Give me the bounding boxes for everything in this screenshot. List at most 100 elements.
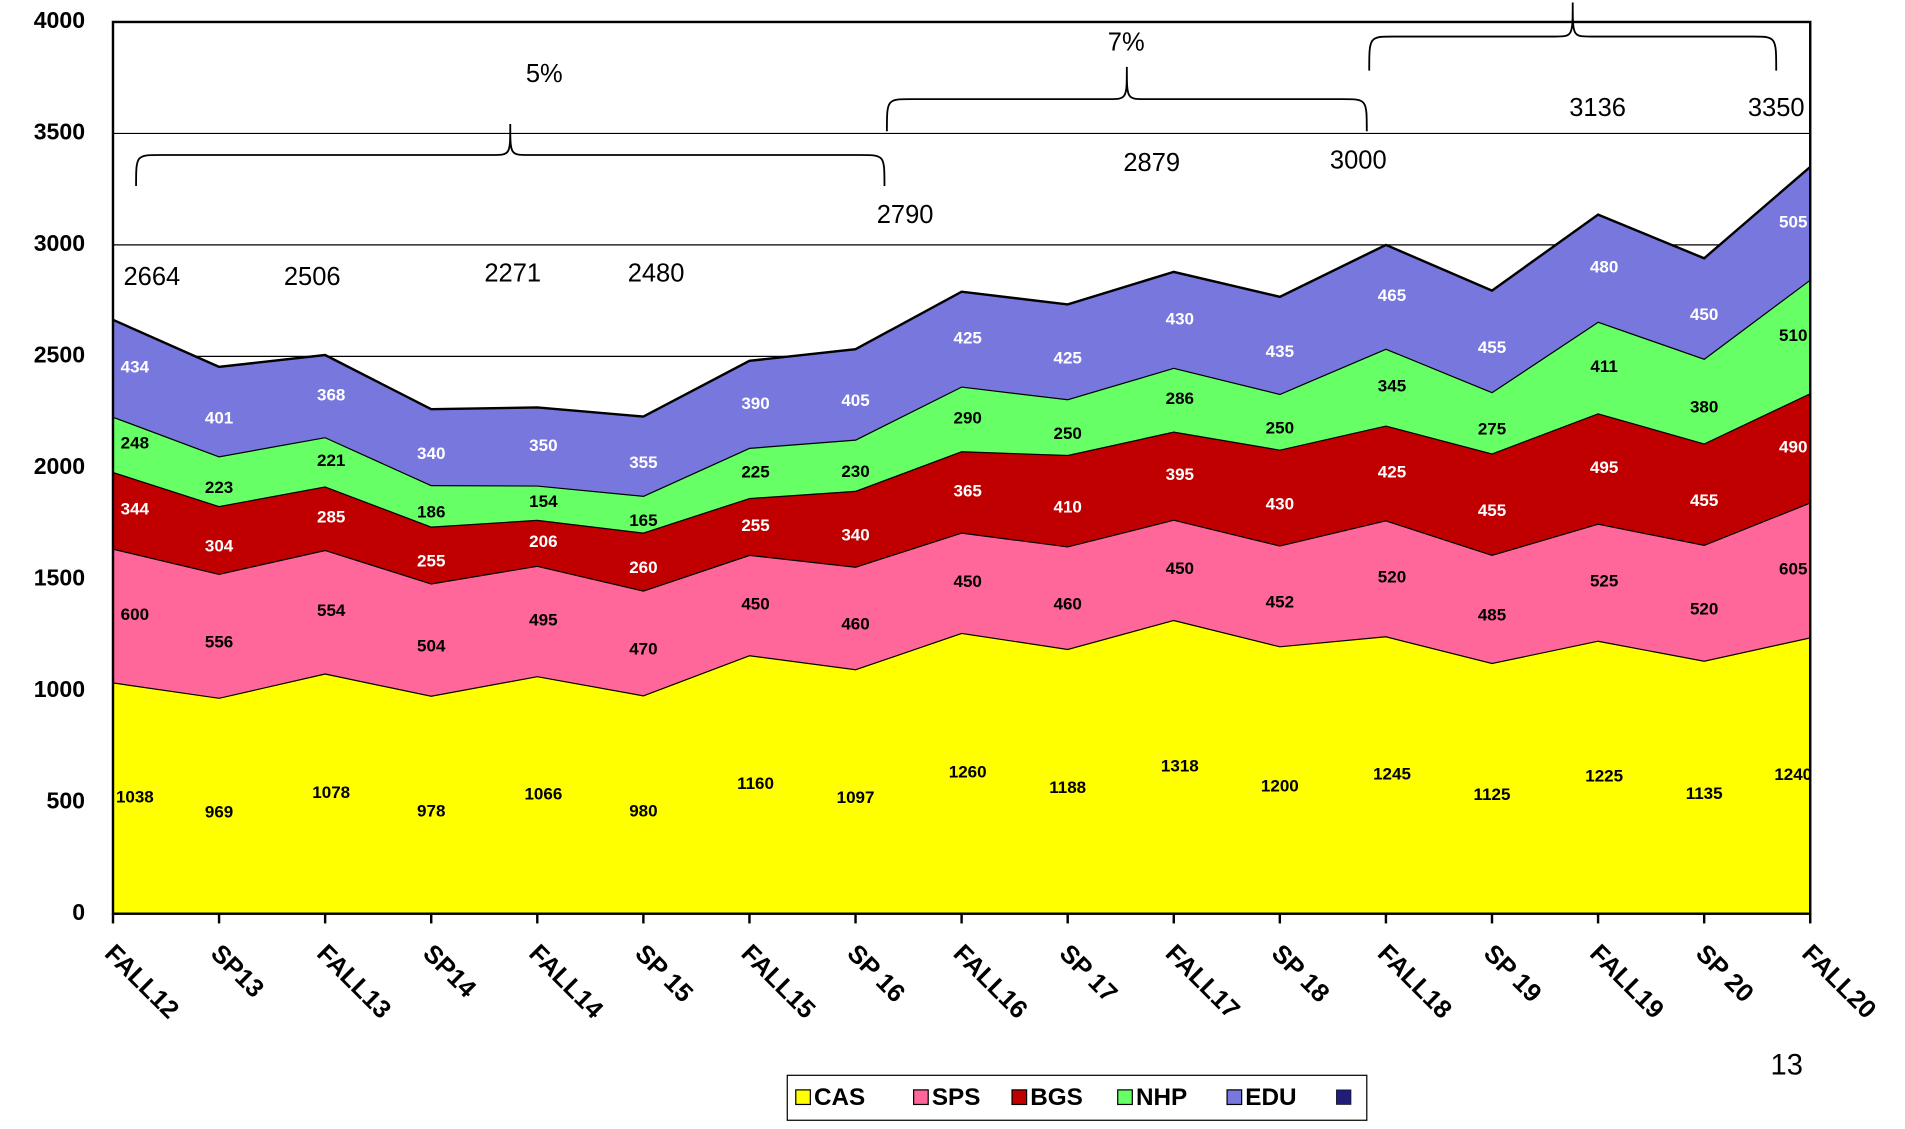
data-label: 355 — [629, 453, 657, 472]
data-label: 1135 — [1686, 784, 1723, 803]
data-label: 605 — [1779, 559, 1807, 578]
x-tick-label: SP 15 — [630, 939, 699, 1008]
data-label: 450 — [1690, 305, 1718, 324]
data-label: 425 — [953, 329, 981, 348]
annotation: 3350 — [1748, 94, 1805, 122]
area-edge — [112, 501, 1811, 592]
data-label: 1066 — [524, 784, 562, 803]
area — [112, 619, 1811, 914]
data-label: 480 — [1590, 258, 1618, 277]
data-label: 1245 — [1373, 764, 1411, 783]
data-label: 250 — [1054, 424, 1082, 443]
legend-label: BGS — [1030, 1084, 1083, 1111]
data-label: 340 — [417, 444, 445, 463]
y-tick-label: 4000 — [34, 7, 85, 33]
x-tick-label: FALL20 — [1796, 939, 1881, 1024]
y-tick-label: 2000 — [34, 453, 85, 479]
area-edge — [112, 165, 1812, 418]
data-label: 350 — [529, 436, 557, 455]
y-tick-label: 3000 — [34, 230, 85, 256]
data-label: 345 — [1378, 377, 1406, 396]
brace — [135, 124, 886, 186]
data-label: 1160 — [737, 774, 774, 793]
legend-label: EDU — [1245, 1084, 1296, 1111]
x-tick-label: SP13 — [205, 939, 269, 1003]
data-label: 520 — [1378, 568, 1406, 587]
data-label: 368 — [317, 386, 345, 405]
data-label: 504 — [417, 636, 446, 655]
data-label: 450 — [1166, 559, 1194, 578]
data-label: 525 — [1590, 572, 1618, 591]
data-label: 1038 — [116, 787, 154, 806]
data-label: 425 — [1054, 349, 1082, 368]
data-label: 556 — [205, 632, 233, 651]
y-tick-label: 2500 — [34, 341, 85, 367]
legend-swatch — [1011, 1089, 1028, 1106]
legend-label: SPS — [932, 1084, 981, 1111]
data-label: 365 — [953, 481, 981, 500]
data-label: 455 — [1478, 338, 1506, 357]
data-label: 390 — [741, 394, 769, 413]
data-label: 978 — [417, 801, 445, 820]
y-tick-label: 0 — [72, 899, 85, 925]
legend-swatch — [795, 1089, 811, 1106]
data-label: 1125 — [1474, 785, 1511, 804]
x-tick-label: FALL15 — [736, 939, 821, 1024]
x-tick-label: FALL14 — [523, 939, 609, 1025]
page-number: 13 — [1771, 1050, 1803, 1082]
data-label: 225 — [741, 462, 769, 481]
area — [112, 393, 1811, 591]
area-layer — [112, 165, 1812, 914]
data-label: 495 — [529, 610, 557, 629]
data-label: 304 — [205, 537, 234, 556]
data-label: 255 — [741, 516, 769, 535]
annotation: 2664 — [123, 263, 180, 291]
x-tick-label: SP14 — [417, 939, 481, 1003]
data-label: 255 — [417, 552, 445, 571]
x-tick-label: SP 19 — [1478, 939, 1547, 1008]
x-tick-label: FALL18 — [1372, 939, 1457, 1024]
x-tick-label: FALL12 — [99, 939, 184, 1024]
legend-label: CAS — [814, 1084, 865, 1111]
legend-swatch — [913, 1089, 929, 1106]
data-label: 286 — [1166, 389, 1194, 408]
area — [112, 502, 1811, 698]
data-label: 600 — [121, 605, 149, 624]
data-label: 1078 — [312, 783, 350, 802]
area — [112, 166, 1811, 496]
data-label: 290 — [953, 408, 981, 427]
data-label: 520 — [1690, 599, 1718, 618]
data-label: 410 — [1054, 497, 1082, 516]
annotation: 2271 — [484, 259, 541, 287]
data-label: 405 — [841, 391, 869, 410]
annotation: 2790 — [877, 201, 934, 229]
data-label: 465 — [1378, 286, 1406, 305]
data-label: 452 — [1266, 593, 1294, 612]
data-label: 186 — [417, 503, 445, 522]
data-label: 1225 — [1585, 767, 1623, 786]
data-label: 460 — [841, 615, 869, 634]
x-tick-label: FALL16 — [948, 939, 1033, 1024]
data-label: 165 — [629, 511, 657, 530]
data-label: 455 — [1690, 491, 1718, 510]
data-label: 495 — [1590, 458, 1618, 477]
data-label: 223 — [205, 478, 233, 497]
x-tick-label: SP 16 — [842, 939, 911, 1008]
x-tick-label: SP 18 — [1266, 939, 1335, 1008]
data-label: 206 — [529, 532, 557, 551]
data-label: 510 — [1779, 326, 1807, 345]
data-label: 554 — [317, 601, 346, 620]
brace — [1368, 2, 1778, 71]
data-label: 470 — [629, 640, 657, 659]
data-label: 505 — [1779, 213, 1807, 232]
data-label: 434 — [121, 358, 150, 377]
data-label: 435 — [1266, 342, 1294, 361]
y-tick-label: 1500 — [34, 564, 85, 590]
data-label: 1240 — [1774, 765, 1812, 784]
data-label: 1318 — [1161, 756, 1199, 775]
data-label: 248 — [121, 434, 149, 453]
annotation: 2480 — [628, 259, 685, 287]
annotation: 3000 — [1330, 146, 1387, 174]
